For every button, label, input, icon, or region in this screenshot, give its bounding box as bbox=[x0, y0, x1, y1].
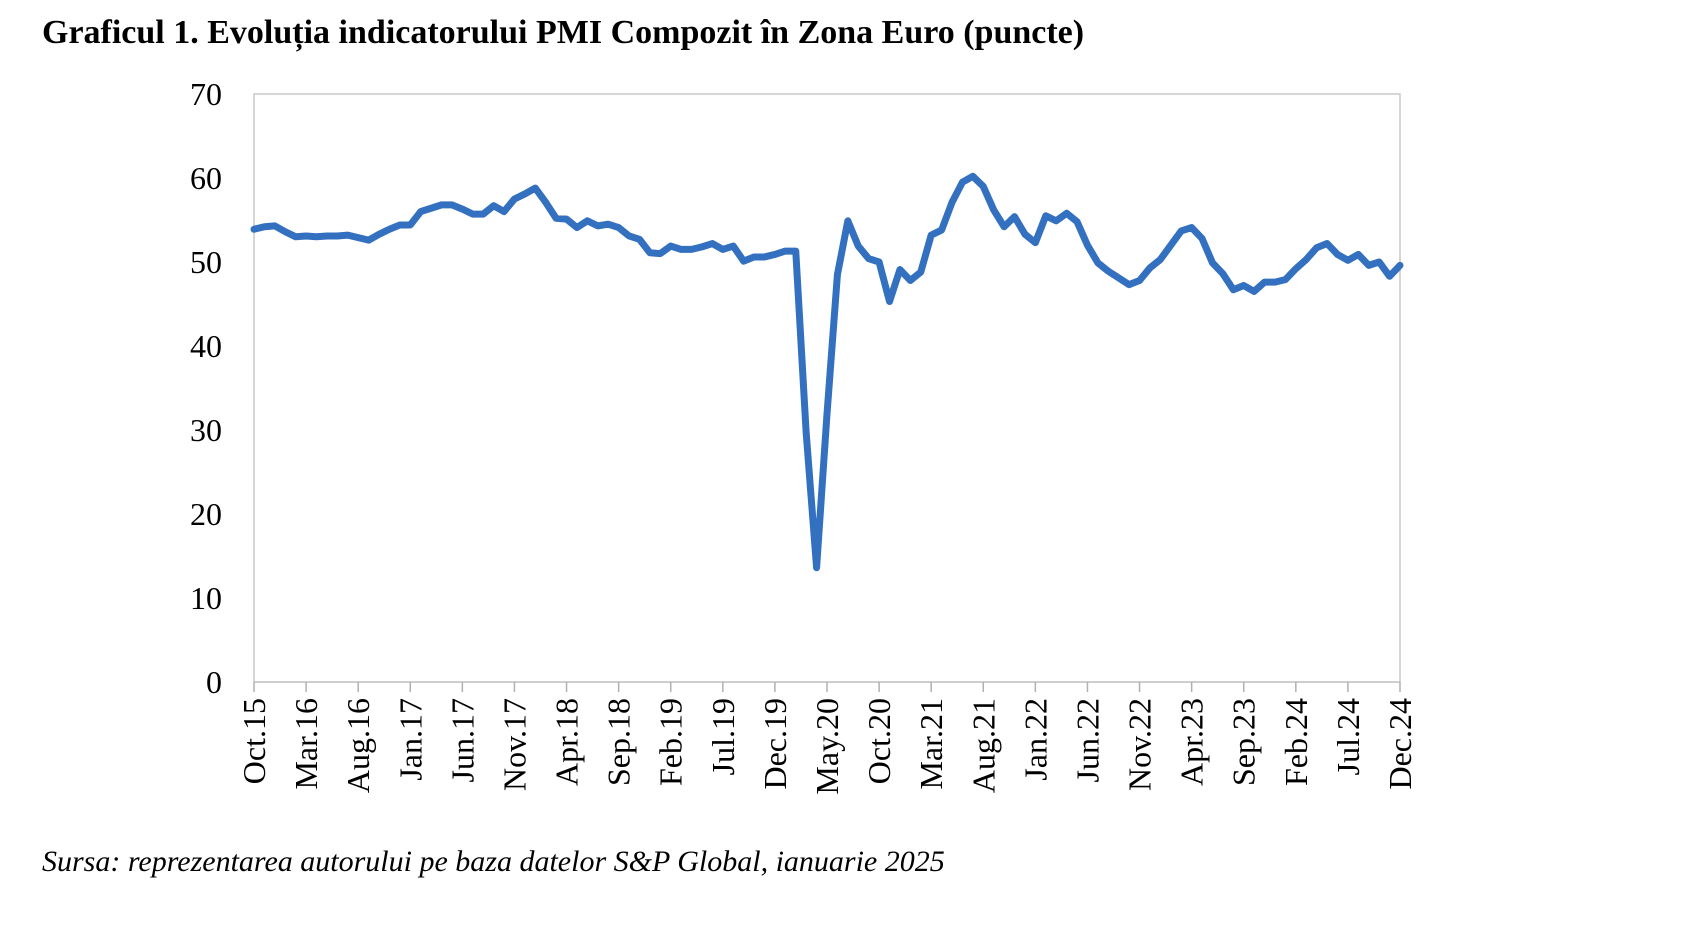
x-tick-label: Aug.16 bbox=[340, 698, 376, 793]
x-tick-label: Apr.23 bbox=[1174, 698, 1210, 786]
x-tick-label: Feb.24 bbox=[1278, 698, 1314, 786]
y-tick-label: 40 bbox=[190, 328, 222, 364]
x-tick-label: Jan.17 bbox=[392, 698, 428, 781]
x-tick-label: Aug.21 bbox=[965, 698, 1001, 793]
y-tick-label: 30 bbox=[190, 412, 222, 448]
x-tick-label: Sep.23 bbox=[1226, 698, 1262, 786]
y-tick-label: 0 bbox=[206, 664, 222, 700]
x-tick-label: Oct.20 bbox=[861, 698, 897, 784]
x-tick-label: Jul.24 bbox=[1330, 698, 1366, 775]
series-layer bbox=[250, 172, 1404, 572]
y-tick-label: 20 bbox=[190, 496, 222, 532]
series-line-pmi-composite bbox=[250, 172, 1404, 572]
x-tick-label: Mar.16 bbox=[288, 698, 324, 790]
x-tick-label: Jan.22 bbox=[1017, 698, 1053, 781]
x-tick-label: Nov.17 bbox=[496, 698, 532, 791]
y-tick-label: 60 bbox=[190, 160, 222, 196]
x-tick-label: Feb.19 bbox=[653, 698, 689, 786]
x-tick-label: Oct.15 bbox=[236, 698, 272, 784]
y-tick-label: 10 bbox=[190, 580, 222, 616]
x-tick-label: Jul.19 bbox=[705, 698, 741, 775]
x-tick-label: Jun.17 bbox=[444, 698, 480, 782]
x-tick-label: May.20 bbox=[809, 698, 845, 795]
x-tick-label: Apr.18 bbox=[549, 698, 585, 786]
x-tick-label: Nov.22 bbox=[1122, 698, 1158, 791]
chart-title: Graficul 1. Evoluția indicatorului PMI C… bbox=[42, 14, 1085, 51]
x-axis: Oct.15 Mar.16 Aug.16 Jan.17 Jun.17 Nov.17 Apr.… bbox=[236, 681, 1418, 795]
y-tick-label: 50 bbox=[190, 244, 222, 280]
x-tick-label: Sep.18 bbox=[601, 698, 637, 786]
x-tick-label: Dec.24 bbox=[1382, 698, 1418, 790]
y-tick-label: 70 bbox=[190, 76, 222, 112]
y-axis: 0 10 20 30 40 50 60 70 bbox=[190, 76, 222, 700]
x-tick-label: Dec.19 bbox=[757, 698, 793, 790]
x-tick-label: Mar.21 bbox=[913, 698, 949, 790]
x-tick-label: Jun.22 bbox=[1069, 698, 1105, 782]
source-note: Sursa: reprezentarea autorului pe baza d… bbox=[42, 845, 945, 878]
